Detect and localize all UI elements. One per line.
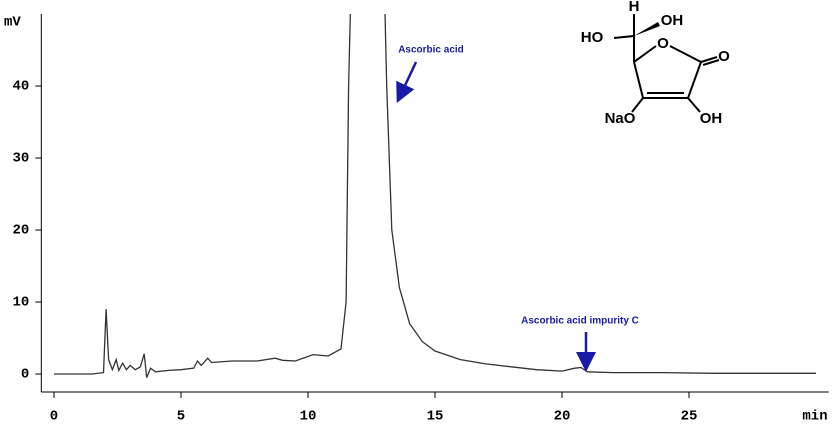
annotation: Ascorbic acid bbox=[398, 45, 464, 56]
x-tick-label: 15 bbox=[427, 409, 444, 425]
annotation: Ascorbic acid impurity C bbox=[521, 316, 639, 327]
atom-label: HO bbox=[581, 29, 604, 46]
y-tick-label: 20 bbox=[12, 223, 29, 239]
x-tick-label: 20 bbox=[554, 409, 571, 425]
atom-label: OH bbox=[700, 110, 723, 127]
atom-label: H bbox=[629, 0, 640, 15]
x-axis-label: min bbox=[802, 409, 827, 425]
x-tick-label: 0 bbox=[50, 409, 58, 425]
y-tick-label: 0 bbox=[21, 367, 29, 383]
atom-label: NaO bbox=[605, 110, 636, 127]
plot-area bbox=[54, 14, 816, 378]
x-tick-label: 25 bbox=[681, 409, 698, 425]
atom-label: O bbox=[657, 35, 669, 52]
y-tick-label: 30 bbox=[12, 151, 29, 167]
atom-label: O bbox=[718, 48, 730, 65]
x-tick-label: 10 bbox=[300, 409, 317, 425]
annotation-arrow bbox=[396, 61, 418, 104]
molecule: H OH HO O O NaO OH bbox=[581, 0, 730, 127]
atom-label: OH bbox=[661, 12, 684, 29]
y-tick-label: 40 bbox=[12, 79, 29, 95]
series-line bbox=[54, 14, 816, 378]
x-tick-label: 5 bbox=[177, 409, 185, 425]
y-axis-label: mV bbox=[4, 15, 21, 31]
y-tick-label: 10 bbox=[12, 295, 29, 311]
